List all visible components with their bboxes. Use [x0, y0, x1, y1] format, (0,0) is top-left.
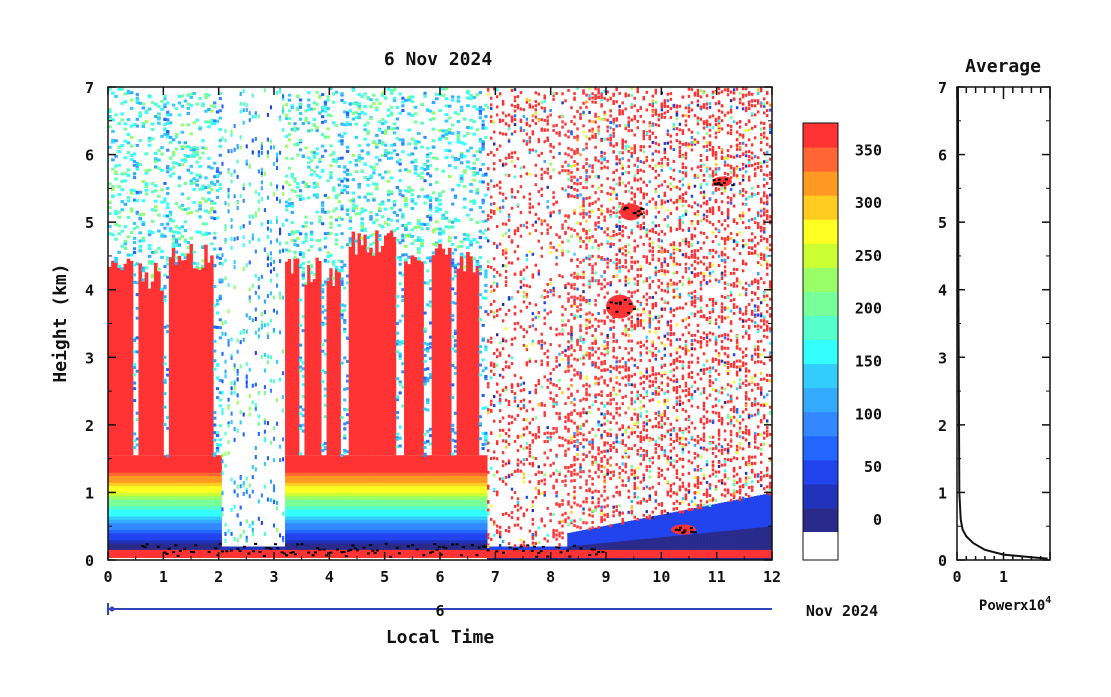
colorbar-tick-label: 150 [855, 352, 882, 370]
average-y-tick-label: 0 [938, 552, 947, 570]
date-axis-date-label: Nov 2024 [806, 602, 878, 620]
colorbar-tick-label: 250 [855, 247, 882, 265]
average-x-tick-label: 1 [999, 568, 1008, 586]
colorbar-tick-label: 300 [855, 194, 882, 212]
average-y-tick-label: 4 [938, 282, 947, 300]
colorbar-segment [803, 195, 838, 220]
y-tick-label: 4 [85, 282, 94, 300]
average-y-tick-label: 7 [938, 79, 947, 97]
date-axis [107, 603, 772, 615]
average-y-tick-label: 6 [938, 147, 947, 165]
y-tick-label: 5 [85, 214, 94, 232]
x-tick-label: 3 [269, 568, 278, 586]
x-axis-label: Local Time [386, 627, 495, 648]
colorbar-segment [803, 147, 838, 172]
average-x-label: Power [979, 598, 1021, 614]
colorbar-segment [803, 507, 838, 533]
x-tick-label: 9 [601, 568, 610, 586]
average-panel-title: Average [965, 56, 1041, 77]
colorbar-segment [803, 267, 838, 292]
colorbar-tick-label: 350 [855, 141, 882, 159]
x-tick-label: 11 [708, 568, 726, 586]
x-tick-label: 0 [103, 568, 112, 586]
x-tick-label: 12 [763, 568, 781, 586]
colorbar-tick-label: 50 [864, 458, 882, 476]
heatmap-plot [108, 87, 772, 560]
y-tick-label: 6 [85, 147, 94, 165]
colorbar-tick-label: 0 [873, 511, 882, 529]
colorbar-tick-label: 200 [855, 300, 882, 318]
colorbar: 0 50 100 150 200 250 300 350 [802, 122, 882, 561]
colorbar-segment [803, 219, 838, 244]
colorbar-segment [803, 339, 838, 365]
date-axis-day-label: 6 [435, 602, 444, 620]
average-y-tick-label: 1 [938, 484, 947, 502]
colorbar-segment [803, 123, 838, 148]
x-tick-label: 2 [214, 568, 223, 586]
y-axis-label: Height (km) [50, 263, 71, 382]
average-x-tick-label: 0 [952, 568, 961, 586]
y-tick-label: 7 [85, 79, 94, 97]
x-tick-label: 1 [159, 568, 168, 586]
colorbar-segment [803, 363, 838, 389]
main-chart-title: 6 Nov 2024 [384, 49, 493, 70]
colorbar-segment [803, 483, 838, 509]
colorbar-segment [803, 387, 838, 413]
y-tick-label: 3 [85, 349, 94, 367]
x-tick-label: 8 [546, 568, 555, 586]
average-y-tick-label: 2 [938, 417, 947, 435]
x-tick-label: 4 [325, 568, 334, 586]
colorbar-tick-label: 100 [855, 405, 882, 423]
average-panel: 0 1 2 3 4 5 6 7 0 1 [938, 79, 1051, 586]
y-tick-label: 0 [85, 552, 94, 570]
x-tick-label: 5 [380, 568, 389, 586]
colorbar-segment [803, 435, 838, 461]
x-tick-label: 10 [652, 568, 670, 586]
colorbar-segment [803, 459, 838, 485]
x-tick-label: 7 [491, 568, 500, 586]
average-y-tick-label: 5 [938, 214, 947, 232]
average-profile-line [956, 86, 1048, 560]
y-tick-label: 1 [85, 484, 94, 502]
colorbar-segment [803, 315, 838, 341]
colorbar-segment [803, 291, 838, 316]
x-tick-label: 6 [435, 568, 444, 586]
y-tick-label: 2 [85, 417, 94, 435]
colorbar-segment [803, 171, 838, 196]
colorbar-segment [803, 243, 838, 268]
colorbar-segment [803, 411, 838, 437]
average-y-tick-label: 3 [938, 349, 947, 367]
average-x-multiplier: x104 [1020, 595, 1051, 614]
